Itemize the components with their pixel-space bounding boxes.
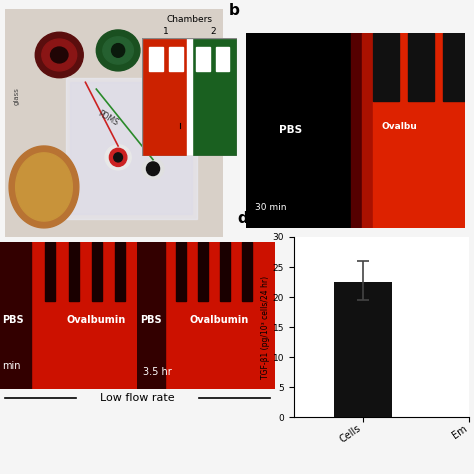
Bar bbox=[69, 242, 79, 301]
Bar bbox=[137, 242, 165, 389]
Ellipse shape bbox=[103, 37, 133, 64]
Text: Chambers: Chambers bbox=[166, 15, 213, 24]
Bar bbox=[190, 38, 237, 156]
Text: PBS: PBS bbox=[279, 125, 302, 136]
Ellipse shape bbox=[146, 162, 160, 175]
Text: Ovalbumin: Ovalbumin bbox=[66, 315, 126, 325]
Ellipse shape bbox=[35, 32, 83, 78]
Bar bbox=[0, 242, 31, 389]
Ellipse shape bbox=[114, 153, 122, 162]
Bar bbox=[362, 33, 373, 228]
Ellipse shape bbox=[105, 145, 131, 170]
Text: High flow rate: High flow rate bbox=[319, 239, 392, 249]
Text: 3.5 hr: 3.5 hr bbox=[143, 367, 172, 377]
Text: Ovalbumin: Ovalbumin bbox=[190, 315, 249, 325]
Ellipse shape bbox=[109, 148, 127, 166]
Ellipse shape bbox=[42, 39, 77, 71]
Ellipse shape bbox=[142, 158, 164, 179]
Text: PDMS: PDMS bbox=[96, 109, 120, 128]
Polygon shape bbox=[9, 146, 79, 228]
Bar bbox=[70, 82, 192, 214]
Bar bbox=[373, 33, 399, 101]
Bar bbox=[92, 242, 102, 301]
Bar bbox=[169, 47, 183, 71]
Bar bbox=[351, 33, 362, 228]
Ellipse shape bbox=[111, 44, 125, 57]
Bar bbox=[176, 242, 185, 301]
Ellipse shape bbox=[96, 30, 140, 71]
Text: Ovalbu: Ovalbu bbox=[382, 122, 418, 131]
Bar bbox=[373, 33, 465, 228]
Bar bbox=[408, 33, 434, 101]
Y-axis label: TGF-β1 (pg/10³ cells/24 hr): TGF-β1 (pg/10³ cells/24 hr) bbox=[261, 275, 270, 379]
Text: 2: 2 bbox=[210, 27, 216, 36]
Text: PBS: PBS bbox=[140, 315, 162, 325]
Bar bbox=[115, 242, 125, 301]
Text: Low flow rate: Low flow rate bbox=[100, 392, 175, 402]
Text: min: min bbox=[2, 361, 21, 371]
Text: 1: 1 bbox=[163, 27, 169, 36]
Bar bbox=[220, 242, 229, 301]
Bar bbox=[196, 47, 210, 71]
Bar bbox=[45, 242, 55, 301]
Bar bbox=[149, 47, 163, 71]
Text: glass: glass bbox=[13, 87, 19, 105]
Text: PBS: PBS bbox=[2, 315, 24, 325]
Text: d: d bbox=[238, 211, 248, 226]
Bar bbox=[66, 78, 197, 219]
Ellipse shape bbox=[51, 47, 68, 63]
Polygon shape bbox=[16, 153, 73, 221]
Bar bbox=[216, 47, 229, 71]
Text: b: b bbox=[229, 3, 240, 18]
Bar bbox=[334, 282, 392, 417]
Bar bbox=[198, 242, 208, 301]
Text: 30 min: 30 min bbox=[255, 203, 287, 212]
Bar bbox=[187, 38, 192, 156]
Bar bbox=[242, 242, 252, 301]
Bar bbox=[443, 33, 465, 101]
Bar bbox=[142, 38, 190, 156]
